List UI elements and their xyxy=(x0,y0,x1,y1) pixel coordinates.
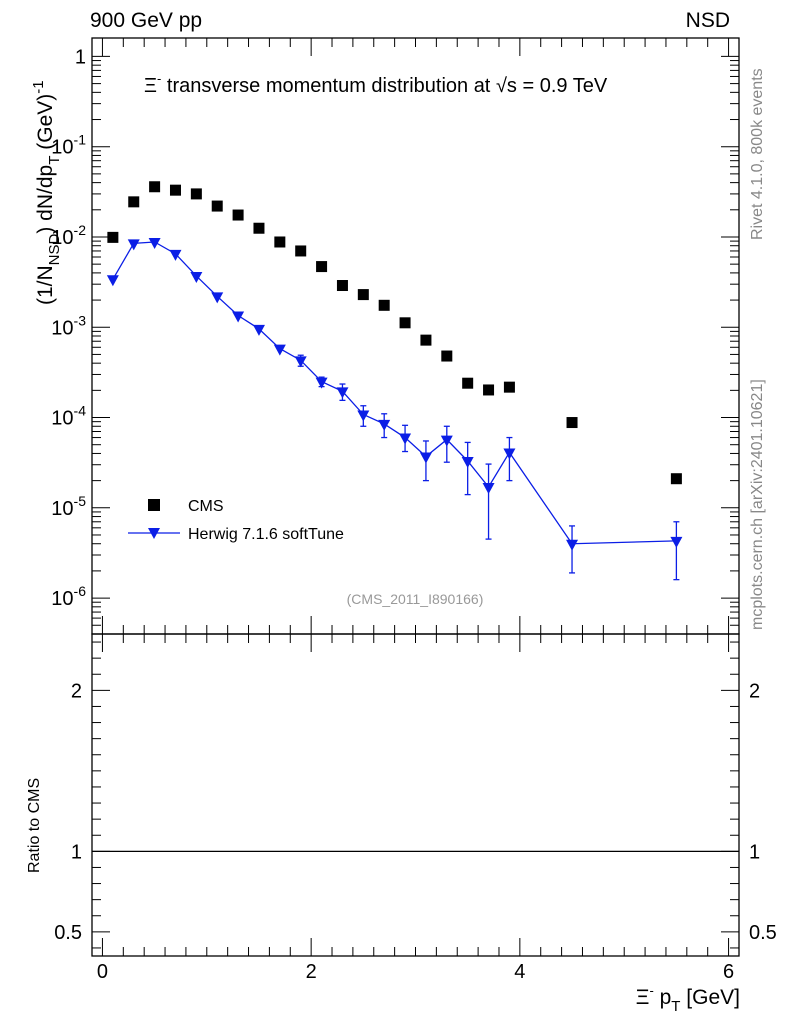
x-tick-labels: 0 2 4 6 xyxy=(97,961,734,983)
herwig-point xyxy=(461,456,474,468)
cms-point xyxy=(462,377,474,389)
cms-point xyxy=(503,381,515,393)
ratio-y-tick-label-right-2: 2 xyxy=(749,680,760,702)
mcplots-credit-label: mcplots.cern.ch [arXiv:2401.10621] xyxy=(749,379,766,630)
herwig-point xyxy=(252,324,265,336)
herwig-point xyxy=(357,410,370,422)
herwig-point xyxy=(294,356,307,368)
herwig-point xyxy=(315,377,328,389)
cms-point xyxy=(149,181,161,193)
y-tick-label-1e-1: 10-1 xyxy=(51,132,86,159)
cms-point xyxy=(232,209,244,221)
cms-point xyxy=(420,334,432,346)
herwig-point xyxy=(378,419,391,431)
cms-point xyxy=(274,236,286,248)
herwig-point xyxy=(503,448,516,460)
herwig-point xyxy=(482,482,495,494)
cms-point xyxy=(357,289,369,301)
main-axis-ticks xyxy=(92,38,739,635)
cms-point xyxy=(399,317,411,329)
ratio-y-tick-label-2: 2 xyxy=(71,680,82,702)
legend-herwig-label: Herwig 7.1.6 softTune xyxy=(188,526,344,543)
herwig-series-line xyxy=(112,241,677,545)
cms-point xyxy=(190,188,202,200)
herwig-point xyxy=(232,311,245,323)
y-tick-label-1: 1 xyxy=(75,46,86,68)
cms-point xyxy=(566,417,578,429)
cms-point xyxy=(441,350,453,362)
plot-title: Ξ- transverse momentum distribution at √… xyxy=(144,71,608,97)
herwig-point xyxy=(399,433,412,445)
y-tick-label-1e-2: 10-2 xyxy=(51,222,86,249)
cms-point xyxy=(169,184,181,196)
ratio-y-tick-label-0-5: 0.5 xyxy=(54,922,82,944)
ratio-y-tick-label-1: 1 xyxy=(71,841,82,863)
herwig-point xyxy=(106,275,119,287)
herwig-point xyxy=(127,239,140,251)
x-tick-label-2: 2 xyxy=(306,961,317,983)
x-tick-label-6: 6 xyxy=(723,961,734,983)
cms-point xyxy=(295,245,307,257)
cms-markers xyxy=(107,181,682,485)
herwig-point xyxy=(211,292,224,304)
ratio-axis-ticks xyxy=(92,634,739,956)
cms-point xyxy=(107,231,119,243)
y-tick-label-1e-5: 10-5 xyxy=(51,493,86,520)
y-tick-label-1e-6: 10-6 xyxy=(51,583,86,610)
cms-point xyxy=(316,261,328,273)
cms-point xyxy=(253,222,265,234)
legend: CMS Herwig 7.1.6 softTune xyxy=(128,498,344,543)
ratio-panel-frame xyxy=(91,633,740,957)
herwig-point xyxy=(148,237,161,249)
ratio-y-tick-labels: 2 1 0.5 2 1 0.5 xyxy=(54,680,777,944)
y-tick-label-1e-3: 10-3 xyxy=(51,312,86,339)
rivet-version-label: Rivet 4.1.0, 800k events xyxy=(749,68,766,240)
legend-cms-marker xyxy=(148,499,160,511)
herwig-markers xyxy=(106,237,683,551)
cms-point xyxy=(670,473,682,485)
herwig-point xyxy=(566,539,579,551)
main-panel-frame xyxy=(91,37,740,635)
herwig-point xyxy=(169,249,182,261)
legend-cms-label: CMS xyxy=(188,498,224,515)
herwig-point xyxy=(419,452,432,464)
cms-point xyxy=(211,200,223,212)
herwig-point xyxy=(190,271,203,283)
herwig-point xyxy=(670,536,683,548)
x-axis-title: Ξ- pT [GeV] xyxy=(636,983,740,1015)
cms-point xyxy=(128,196,140,208)
main-y-tick-labels: 1 10-1 10-2 10-3 10-4 10-5 10-6 xyxy=(51,46,86,610)
herwig-point xyxy=(273,344,286,356)
y-tick-label-1e-4: 10-4 xyxy=(51,403,86,430)
cms-point xyxy=(483,384,495,396)
x-tick-label-4: 4 xyxy=(514,961,525,983)
herwig-point xyxy=(440,435,453,447)
header-process-label: NSD xyxy=(686,9,730,32)
ratio-y-tick-label-right-0-5: 0.5 xyxy=(749,922,777,944)
ratio-y-axis-title: Ratio to CMS xyxy=(26,778,43,873)
header-energy-label: 900 GeV pp xyxy=(90,9,202,32)
ratio-y-tick-label-right-1: 1 xyxy=(749,841,760,863)
legend-herwig-marker xyxy=(148,528,160,539)
x-tick-label-0: 0 xyxy=(97,961,108,983)
cms-point xyxy=(378,299,390,311)
cms-point xyxy=(336,280,348,292)
analysis-id-label: (CMS_2011_I890166) xyxy=(347,591,484,607)
herwig-point xyxy=(336,387,349,399)
main-y-axis-title: (1/NNSD) dN/dpT (GeV)-1 xyxy=(30,80,63,305)
